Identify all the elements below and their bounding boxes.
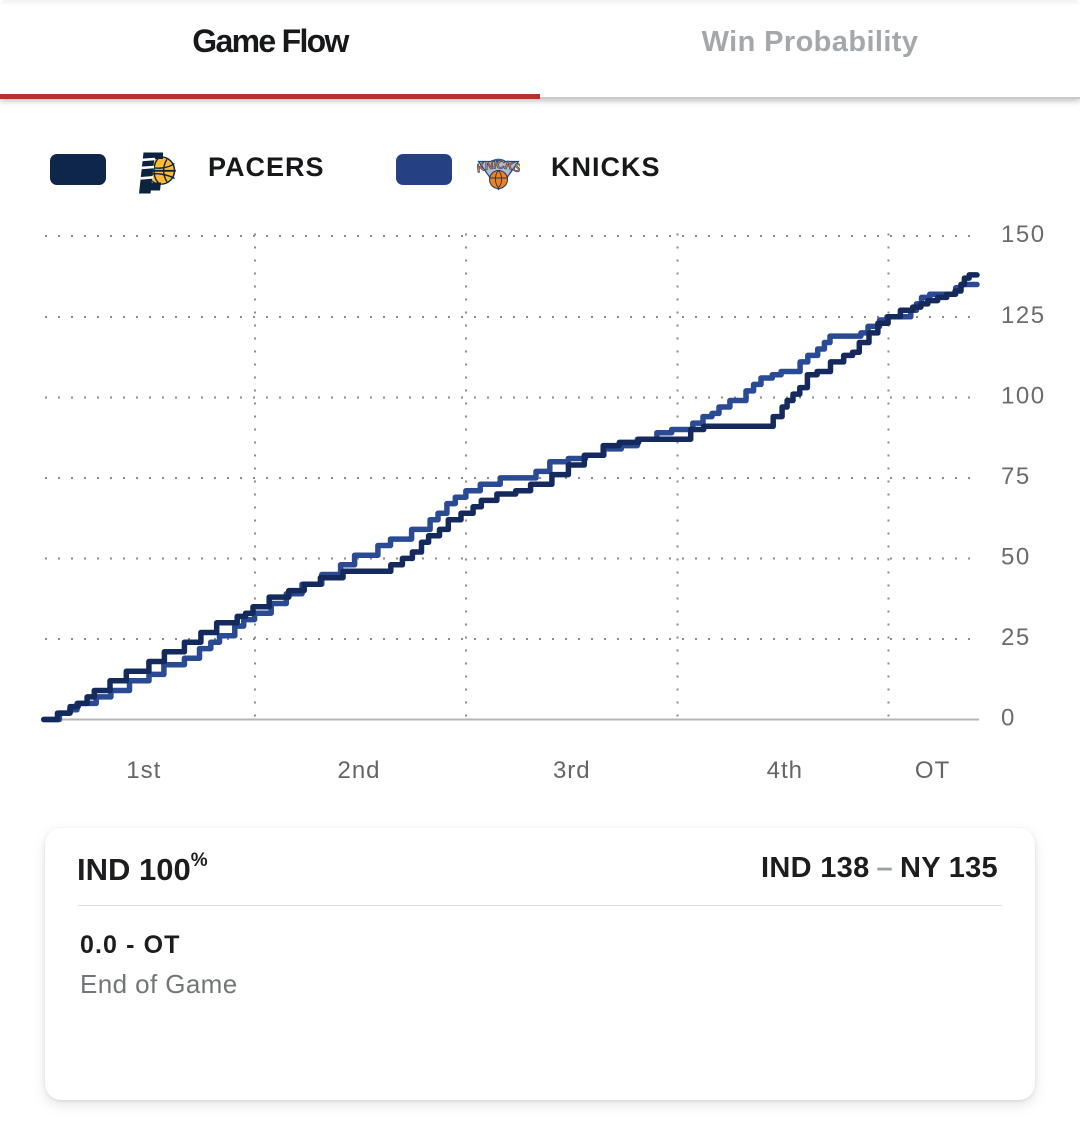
svg-text:OT: OT: [915, 757, 950, 784]
svg-text:150: 150: [1001, 221, 1046, 248]
svg-text:0: 0: [1001, 705, 1016, 732]
svg-text:75: 75: [1001, 463, 1031, 490]
svg-text:50: 50: [1001, 543, 1031, 570]
svg-text:3rd: 3rd: [553, 757, 591, 784]
svg-text:25: 25: [1001, 624, 1031, 651]
svg-text:2nd: 2nd: [337, 757, 380, 784]
svg-text:125: 125: [1001, 302, 1046, 329]
svg-text:KNICKS: KNICKS: [477, 157, 520, 175]
svg-text:100: 100: [1001, 382, 1046, 409]
svg-text:4th: 4th: [767, 757, 803, 784]
svg-text:1st: 1st: [126, 757, 161, 784]
